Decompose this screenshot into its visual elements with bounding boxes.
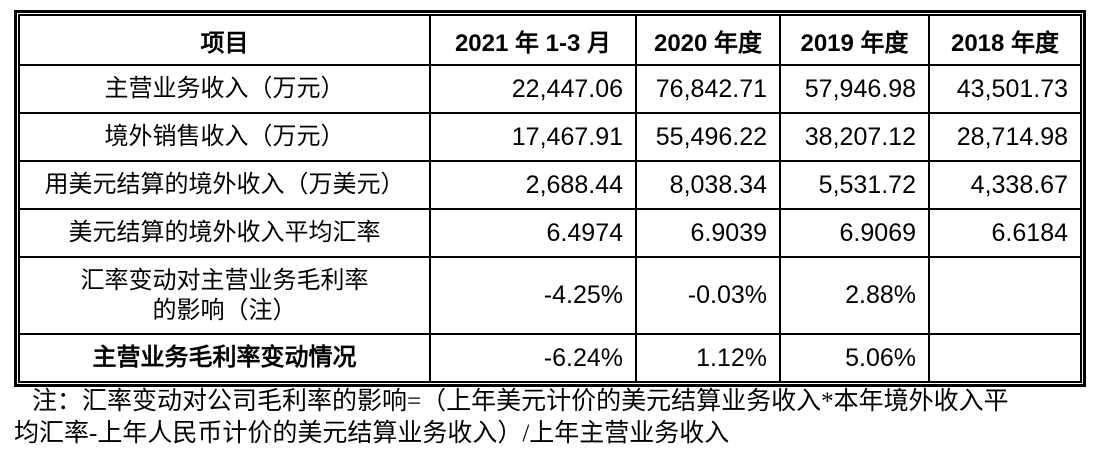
table-cell: -6.24%	[429, 333, 637, 383]
table-cell: 28,714.98	[928, 112, 1082, 162]
header-cell-2019: 2019 年度	[779, 14, 930, 66]
header-cell-2018: 2018 年度	[928, 14, 1082, 66]
table-cell: 1.12%	[635, 333, 781, 383]
table-cell: 2,688.44	[429, 160, 637, 210]
row-label: 美元结算的境外收入平均汇率	[18, 208, 431, 258]
table-row-main-revenue: 主营业务收入（万元） 22,447.06 76,842.71 57,946.98…	[18, 64, 1082, 114]
row-label: 境外销售收入（万元）	[18, 112, 431, 162]
exchange-rate-impact-table: 项目 2021 年 1-3 月 2020 年度 2019 年度 2018 年度 …	[18, 14, 1082, 383]
financial-table-frame: 项目 2021 年 1-3 月 2020 年度 2019 年度 2018 年度 …	[14, 10, 1086, 387]
table-cell: 5.06%	[779, 333, 930, 383]
table-cell	[928, 333, 1082, 383]
table-cell: 6.6184	[928, 208, 1082, 258]
table-cell: 17,467.91	[429, 112, 637, 162]
table-cell: -4.25%	[429, 256, 637, 335]
header-cell-2021: 2021 年 1-3 月	[429, 14, 637, 66]
table-cell	[928, 256, 1082, 335]
table-cell: 76,842.71	[635, 64, 781, 114]
table-cell: 57,946.98	[779, 64, 930, 114]
table-cell: 22,447.06	[429, 64, 637, 114]
row-label: 主营业务收入（万元）	[18, 64, 431, 114]
table-cell: 8,038.34	[635, 160, 781, 210]
table-cell: -0.03%	[635, 256, 781, 335]
row-label: 汇率变动对主营业务毛利率 的影响（注）	[18, 256, 431, 335]
table-cell: 55,496.22	[635, 112, 781, 162]
row-label: 主营业务毛利率变动情况	[18, 333, 431, 383]
table-cell: 43,501.73	[928, 64, 1082, 114]
row-label: 用美元结算的境外收入（万美元）	[18, 160, 431, 210]
table-cell: 38,207.12	[779, 112, 930, 162]
table-header-row: 项目 2021 年 1-3 月 2020 年度 2019 年度 2018 年度	[18, 14, 1082, 66]
table-row-overseas-sales: 境外销售收入（万元） 17,467.91 55,496.22 38,207.12…	[18, 112, 1082, 162]
table-cell: 6.9069	[779, 208, 930, 258]
table-row-usd-settled-income: 用美元结算的境外收入（万美元） 2,688.44 8,038.34 5,531.…	[18, 160, 1082, 210]
table-row-gross-margin-change: 主营业务毛利率变动情况 -6.24% 1.12% 5.06%	[18, 333, 1082, 383]
table-cell: 6.9039	[635, 208, 781, 258]
table-row-average-exchange-rate: 美元结算的境外收入平均汇率 6.4974 6.9039 6.9069 6.618…	[18, 208, 1082, 258]
table-cell: 4,338.67	[928, 160, 1082, 210]
table-cell: 2.88%	[779, 256, 930, 335]
footnote-line-2: 均汇率-上年人民币计价的美元结算业务收入）/上年主营业务收入	[14, 420, 730, 447]
header-cell-item: 项目	[18, 14, 431, 66]
footnote-line-1: 注：汇率变动对公司毛利率的影响=（上年美元计价的美元结算业务收入*本年境外收入平	[32, 388, 1009, 415]
footnote: 注：汇率变动对公司毛利率的影响=（上年美元计价的美元结算业务收入*本年境外收入平…	[14, 386, 1108, 450]
header-cell-2020: 2020 年度	[635, 14, 781, 66]
table-row-fx-impact-on-margin: 汇率变动对主营业务毛利率 的影响（注） -4.25% -0.03% 2.88%	[18, 256, 1082, 335]
table-cell: 5,531.72	[779, 160, 930, 210]
table-cell: 6.4974	[429, 208, 637, 258]
